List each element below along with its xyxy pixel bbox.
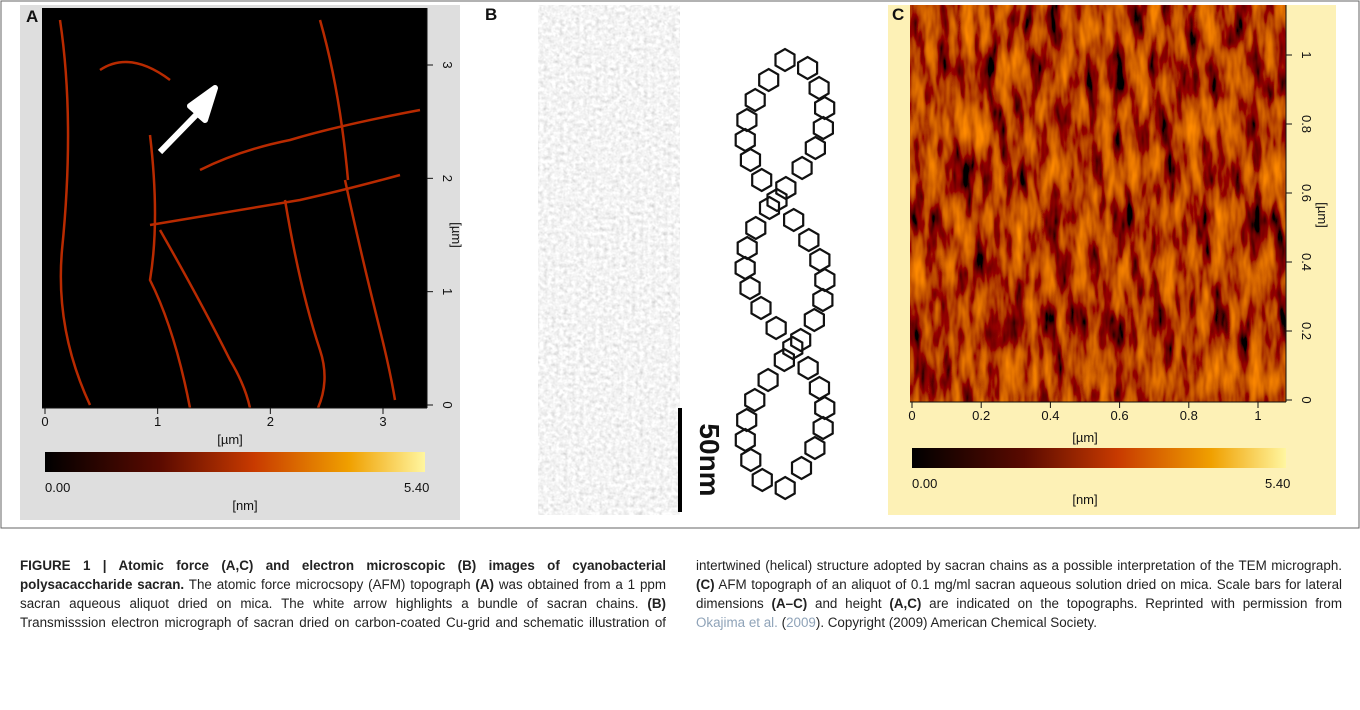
y-tick-label: 0 xyxy=(1299,396,1314,403)
hexagon xyxy=(799,229,818,251)
y-tick-label: 3 xyxy=(440,61,455,68)
hexagon xyxy=(799,357,818,379)
y-tick-label: 0.4 xyxy=(1299,253,1314,271)
caption-text: and height xyxy=(807,596,889,611)
hexagon xyxy=(814,117,833,139)
hexagon xyxy=(759,69,778,91)
x-tick-label: 0 xyxy=(908,408,915,423)
hexagon xyxy=(810,377,829,399)
colorbar-max: 5.40 xyxy=(404,480,429,495)
hexagon xyxy=(741,149,760,171)
afm-image-c xyxy=(910,5,1286,402)
helix-diagram xyxy=(736,49,835,499)
citation-year[interactable]: 2009 xyxy=(786,615,816,630)
caption-ref: (A) xyxy=(475,577,494,592)
hexagon xyxy=(767,317,786,339)
x-tick-label: 1 xyxy=(154,414,161,429)
hexagon xyxy=(741,277,760,299)
panel-label: A xyxy=(26,7,38,26)
y-tick-label: 0.2 xyxy=(1299,322,1314,340)
hexagon xyxy=(783,337,802,359)
y-unit: [µm] xyxy=(449,222,464,248)
caption-ref: (B) xyxy=(647,596,666,611)
hexagon xyxy=(815,397,834,419)
hexagon xyxy=(736,257,755,279)
hexagon xyxy=(738,237,757,259)
hexagon xyxy=(776,477,795,499)
scale-bar-label: 50nm xyxy=(694,423,725,496)
page: {"figure": { "panel_a": {"label": "A", "… xyxy=(0,0,1360,710)
colorbar-min: 0.00 xyxy=(45,480,70,495)
colorbar xyxy=(45,452,425,472)
panel-label: C xyxy=(892,5,904,24)
hexagon xyxy=(736,429,755,451)
caption-ref: (A,C) xyxy=(889,596,921,611)
x-tick-label: 1 xyxy=(1254,408,1261,423)
hexagon xyxy=(752,297,771,319)
hexagon xyxy=(814,417,833,439)
colorbar-max: 5.40 xyxy=(1265,476,1290,491)
x-tick-label: 0.6 xyxy=(1111,408,1129,423)
hexagon xyxy=(805,437,824,459)
hexagon xyxy=(752,169,771,191)
hexagon xyxy=(760,197,779,219)
hexagon xyxy=(776,49,795,71)
y-tick-label: 0.8 xyxy=(1299,115,1314,133)
colorbar-unit: [nm] xyxy=(1072,492,1097,507)
hexagon xyxy=(791,329,810,351)
citation-link[interactable]: Okajima et al. xyxy=(696,615,778,630)
hexagon xyxy=(737,109,756,131)
caption-ref: (C) xyxy=(696,577,715,592)
hexagon xyxy=(746,89,765,111)
x-tick-label: 2 xyxy=(267,414,274,429)
panel-label: B xyxy=(485,5,497,24)
colorbar-unit: [nm] xyxy=(232,498,257,513)
hexagon xyxy=(792,457,811,479)
y-tick-label: 0 xyxy=(440,401,455,408)
afm-image-a xyxy=(42,8,427,408)
hexagon xyxy=(741,449,760,471)
hexagon xyxy=(810,249,829,271)
y-unit: [µm] xyxy=(1315,202,1330,228)
caption-text: The atomic force microcsopy (AFM) topogr… xyxy=(184,577,475,592)
x-tick-label: 0.4 xyxy=(1041,408,1059,423)
hexagon xyxy=(745,389,764,411)
hexagon xyxy=(805,309,824,331)
hexagon xyxy=(793,157,812,179)
caption-text: are indicated on the topographs. Reprint… xyxy=(921,596,1342,611)
hexagon xyxy=(810,77,829,99)
y-tick-label: 2 xyxy=(440,175,455,182)
hexagon xyxy=(759,369,778,391)
hexagon xyxy=(806,137,825,159)
hexagon xyxy=(784,209,803,231)
hexagon xyxy=(753,469,772,491)
caption-text: ). Copyright (2009) American Chemical So… xyxy=(816,615,1097,630)
caption-ref: (A–C) xyxy=(772,596,808,611)
x-tick-label: 0 xyxy=(41,414,48,429)
hexagon xyxy=(737,409,756,431)
x-tick-label: 0.2 xyxy=(972,408,990,423)
tem-image xyxy=(538,5,680,515)
x-unit: [µm] xyxy=(1072,430,1098,445)
colorbar-min: 0.00 xyxy=(912,476,937,491)
y-tick-label: 0.6 xyxy=(1299,184,1314,202)
colorbar xyxy=(912,448,1286,468)
hexagon xyxy=(746,217,765,239)
hexagon xyxy=(736,129,755,151)
x-tick-label: 0.8 xyxy=(1180,408,1198,423)
figure-caption: FIGURE 1 | Atomic force (A,C) and electr… xyxy=(20,556,1342,696)
hexagon xyxy=(815,269,834,291)
y-tick-label: 1 xyxy=(1299,51,1314,58)
x-tick-label: 3 xyxy=(379,414,386,429)
figure: A [µm] [µm] 0.00 5.40 [nm] B 50nm C [µm]… xyxy=(0,0,1360,530)
hexagon xyxy=(798,57,817,79)
hexagon xyxy=(813,289,832,311)
hexagon xyxy=(815,97,834,119)
caption-text: ( xyxy=(778,615,786,630)
y-tick-label: 1 xyxy=(440,288,455,295)
x-unit: [µm] xyxy=(217,432,243,447)
